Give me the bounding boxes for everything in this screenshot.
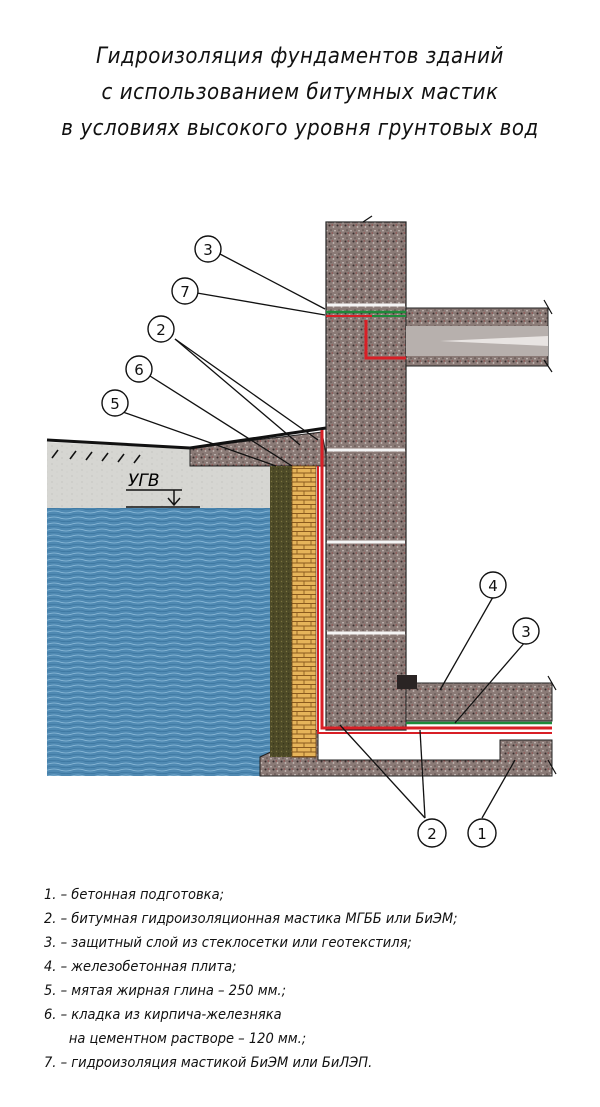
callout-3-top: 3 <box>203 241 213 259</box>
break-marks <box>543 299 557 775</box>
callout-2-top: 2 <box>156 321 166 339</box>
leader-lines <box>119 253 527 819</box>
bitumen-mastic-layer <box>317 320 552 734</box>
water-level-arrow-icon <box>167 490 181 507</box>
slab-joint-block <box>397 675 417 689</box>
legend-item-6: 6. – кладка из кирпича-железняка <box>44 1007 282 1023</box>
callout-3-bottom: 3 <box>521 623 531 641</box>
legend-item-7: 7. – гидроизоляция мастикой БиЭМ или БиЛ… <box>44 1055 373 1071</box>
legend-item-2: 2. – битумная гидроизоляционная мастика … <box>44 911 458 927</box>
foundation-wall <box>325 215 407 731</box>
brick-masonry <box>291 465 317 758</box>
ground-surface-line <box>46 438 191 450</box>
title-line-2: с использованием битумных мастик <box>101 79 499 105</box>
legend: 1. – бетонная подготовка; 2. – битумная … <box>44 883 541 1075</box>
legend-item-1: 1. – бетонная подготовка; <box>44 887 224 903</box>
protective-mesh-layer <box>326 310 552 725</box>
callout-markers <box>101 235 540 848</box>
callout-numbers: 3 7 2 6 5 4 3 2 1 <box>110 241 531 843</box>
callout-5: 5 <box>110 395 120 413</box>
groundwater-area <box>47 508 270 776</box>
callout-2-bottom: 2 <box>427 825 437 843</box>
title-line-1: Гидроизоляция фундаментов зданий <box>96 43 504 69</box>
legend-item-3: 3. – защитный слой из стеклосетки или ге… <box>44 935 412 951</box>
concrete-preparation <box>259 729 553 777</box>
upper-floor-slab <box>405 307 549 367</box>
callout-6: 6 <box>134 361 144 379</box>
diagram-title: Гидроизоляция фундаментов зданий с испол… <box>36 38 564 146</box>
callout-7: 7 <box>180 283 190 301</box>
callout-1: 1 <box>477 825 487 843</box>
ground-hatching <box>51 449 141 464</box>
legend-item-5: 5. – мятая жирная глина – 250 мм.; <box>44 983 286 999</box>
callout-4: 4 <box>488 577 498 595</box>
groundwater-level-label: УГВ <box>128 471 160 491</box>
title-line-3: в условиях высокого уровня грунтовых вод <box>61 115 539 141</box>
legend-item-4: 4. – железобетонная плита; <box>44 959 237 975</box>
reinforced-concrete-slab <box>405 682 553 722</box>
soil-layer <box>47 442 270 508</box>
legend-item-6-continued: на цементном растворе – 120 мм.; <box>68 1031 307 1047</box>
clay-layer <box>270 466 292 757</box>
